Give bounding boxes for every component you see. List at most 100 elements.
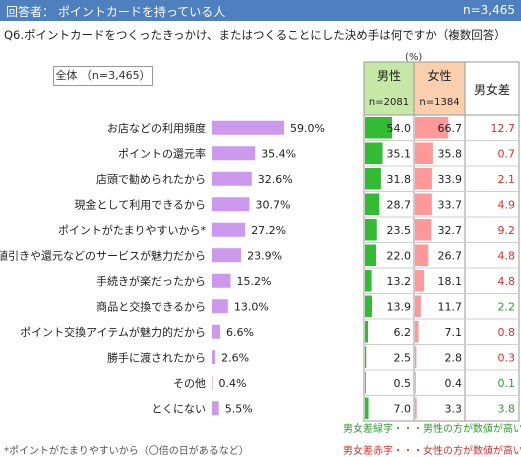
female-header-bg (414, 62, 465, 115)
male-bar (365, 142, 383, 164)
male-bar (365, 168, 381, 190)
female-bar (415, 142, 433, 164)
female-value-label: 32.7 (438, 224, 463, 237)
male-bar (365, 193, 380, 215)
diff-value-label: 0.8 (498, 326, 516, 339)
female-value-label: 18.1 (438, 275, 463, 288)
total-value-label: 6.6% (226, 326, 254, 339)
female-value-label: 7.1 (445, 326, 463, 339)
female-value-label: 26.7 (438, 249, 463, 262)
male-value-label: 13.9 (387, 300, 412, 313)
male-header-bg (364, 62, 414, 115)
female-bar (415, 117, 449, 139)
total-bar (212, 120, 284, 135)
category-label: 商品と交換できるから (96, 299, 206, 313)
female-value-label: 0.4 (445, 377, 463, 390)
respondent-title: 回答者： ポイントカードを持っている人 (6, 5, 226, 19)
female-bar (415, 321, 419, 343)
category-label: その他 (173, 377, 206, 390)
diff-value-label: 2.2 (498, 300, 516, 313)
male-value-label: 6.2 (394, 326, 412, 339)
category-label: ポイントがたまりやすいから* (58, 223, 207, 237)
male-value-label: 54.0 (387, 122, 412, 135)
category-label: ポイントの還元率 (118, 146, 206, 160)
total-value-label: 27.2% (251, 224, 286, 237)
female-value-label: 35.8 (438, 147, 463, 160)
table-border (363, 61, 520, 422)
footnote: *ポイントがたまりやすいから（〇倍の日があるなど） (4, 446, 249, 457)
male-value-label: 31.8 (387, 173, 412, 186)
category-label: とくにない (151, 402, 206, 415)
male-value-label: 35.1 (387, 147, 412, 160)
total-bar (212, 401, 219, 416)
total-value-label: 30.7% (255, 198, 290, 211)
female-bar (415, 244, 429, 266)
male-header-label: 男性 (377, 69, 401, 83)
diff-header-label: 男女差 (474, 82, 510, 97)
unit-label: (%) (405, 52, 423, 63)
diff-value-label: 9.2 (498, 224, 516, 237)
male-value-label: 13.2 (387, 275, 412, 288)
female-value-label: 33.7 (438, 198, 463, 211)
male-value-label: 22.0 (387, 249, 412, 262)
total-bar (212, 197, 250, 212)
category-label: 現金として利用できるから (75, 197, 206, 211)
male-bar (365, 321, 369, 343)
female-value-label: 3.3 (445, 402, 463, 415)
female-bar (415, 168, 432, 190)
total-bar (212, 171, 252, 186)
total-bar (212, 222, 246, 237)
diff-value-label: 0.3 (498, 351, 516, 364)
category-label: 勝手に渡されたから (107, 350, 206, 364)
female-bar (415, 270, 425, 292)
question-text: Q6.ポイントカードをつくったきっかけ、またはつくることにした決め手は何ですか（… (4, 28, 506, 42)
total-bar (212, 324, 221, 339)
male-value-label: 23.5 (387, 224, 412, 237)
male-bar (365, 397, 369, 419)
male-bar (365, 244, 376, 266)
total-bar (212, 350, 216, 365)
total-value-label: 15.2% (237, 275, 272, 288)
category-label: 手続きが楽だったから (96, 274, 206, 288)
male-bar (365, 372, 366, 394)
diff-value-label: 12.7 (491, 122, 516, 135)
female-value-label: 11.7 (438, 300, 463, 313)
diff-value-label: 2.1 (498, 173, 516, 186)
diff-value-label: 0.7 (498, 147, 516, 160)
total-value-label: 5.5% (225, 402, 253, 415)
legend-red-text: 男女差赤字・・・女性の方が数値が高い (343, 446, 521, 457)
male-value-label: 0.5 (394, 377, 412, 390)
female-bar (415, 372, 416, 394)
female-bar (415, 219, 432, 241)
male-bar (365, 117, 392, 139)
male-value-label: 7.0 (394, 402, 412, 415)
female-n-label: n=1384 (419, 97, 459, 108)
male-bar (365, 295, 372, 317)
sample-size: n=3,465 (462, 3, 515, 17)
female-bar (415, 346, 417, 368)
female-bar (415, 397, 417, 419)
diff-value-label: 4.8 (498, 249, 516, 262)
category-label: 店頭で勧められたから (96, 172, 206, 186)
male-value-label: 28.7 (387, 198, 412, 211)
female-value-label: 66.7 (438, 122, 463, 135)
total-value-label: 0.4% (218, 377, 246, 390)
total-bar (212, 248, 242, 263)
total-value-label: 59.0% (290, 122, 325, 135)
male-value-label: 2.5 (394, 351, 412, 364)
diff-value-label: 0.1 (498, 377, 516, 390)
male-n-label: n=2081 (369, 97, 409, 108)
total-value-label: 2.6% (221, 351, 249, 364)
total-label: 全体 （n=3,465） (53, 66, 153, 86)
female-value-label: 33.9 (438, 173, 463, 186)
diff-value-label: 4.9 (498, 198, 516, 211)
male-bar (365, 346, 367, 368)
category-label: ポイント交換アイテムが魅力的だから (20, 325, 206, 339)
legend-green-text: 男女差緑字・・・男性の方が数値が高い (343, 424, 521, 435)
total-bar (212, 299, 228, 314)
male-bar (365, 270, 372, 292)
total-value-label: 13.0% (234, 300, 269, 313)
total-bar (212, 375, 213, 390)
female-value-label: 2.8 (445, 351, 463, 364)
